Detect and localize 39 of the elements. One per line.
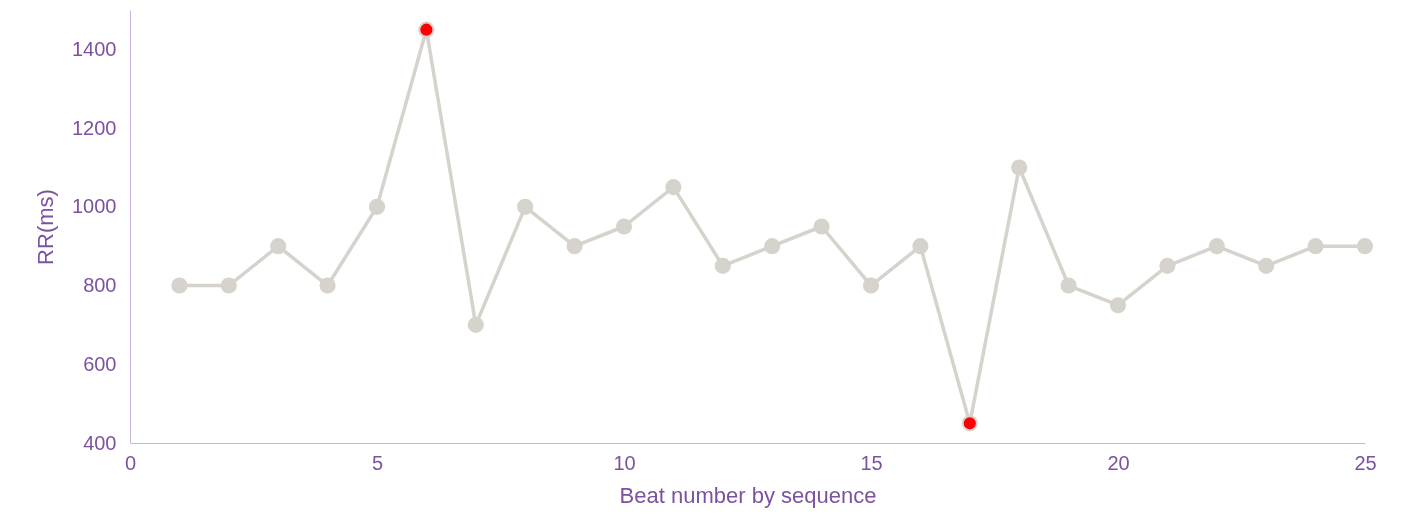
point bbox=[1258, 257, 1275, 274]
point bbox=[1208, 238, 1225, 255]
point bbox=[714, 257, 731, 274]
point bbox=[764, 238, 781, 255]
x-tick-label: 0 bbox=[124, 451, 137, 474]
x-tick-label: 5 bbox=[371, 451, 384, 474]
point bbox=[862, 277, 880, 294]
point bbox=[1109, 297, 1127, 314]
point bbox=[1356, 238, 1374, 255]
x-tick-label: 25 bbox=[1354, 451, 1377, 474]
point bbox=[813, 218, 830, 235]
x-tick-label: 10 bbox=[613, 451, 636, 474]
point bbox=[961, 415, 978, 432]
y-tick-label: 1200 bbox=[72, 116, 117, 139]
y-tick-label: 400 bbox=[83, 431, 117, 454]
point bbox=[319, 277, 336, 294]
x-tick-label: 20 bbox=[1107, 451, 1130, 474]
point bbox=[517, 198, 534, 215]
point bbox=[1159, 257, 1176, 274]
point bbox=[467, 316, 484, 333]
y-axis-title: RR(ms) bbox=[33, 189, 59, 265]
point bbox=[566, 238, 583, 255]
point bbox=[912, 238, 929, 255]
x-axis-title: Beat number by sequence bbox=[619, 482, 877, 508]
y-tick-label: 800 bbox=[83, 274, 117, 297]
point bbox=[665, 179, 682, 196]
point bbox=[270, 238, 287, 255]
point bbox=[368, 198, 386, 215]
y-tick-label: 600 bbox=[83, 352, 117, 375]
point bbox=[418, 21, 435, 38]
point bbox=[1060, 277, 1077, 294]
point bbox=[220, 277, 237, 294]
y-tick-label: 1000 bbox=[72, 195, 117, 218]
point bbox=[1307, 238, 1324, 255]
point bbox=[615, 218, 633, 235]
x-tick-label: 15 bbox=[860, 451, 883, 474]
y-tick-label: 1400 bbox=[72, 37, 117, 60]
point bbox=[171, 277, 188, 294]
point bbox=[1011, 159, 1028, 176]
